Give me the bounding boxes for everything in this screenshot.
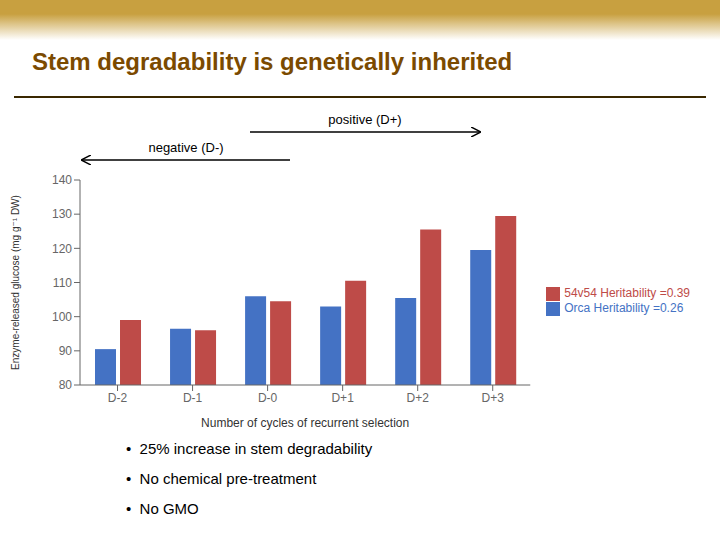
svg-text:80: 80 [59, 378, 73, 392]
svg-text:D-2: D-2 [108, 391, 128, 405]
svg-text:Enzyme-released glucose (mg g⁻: Enzyme-released glucose (mg g⁻¹ DW) [10, 195, 21, 370]
html-text:Orca Heritability =0.26: Orca Heritability =0.26 [564, 301, 684, 315]
svg-text:D+1: D+1 [331, 391, 354, 405]
html-text:• No GMO: • No GMO [126, 500, 199, 517]
svg-text:140: 140 [52, 173, 72, 187]
svg-text:D+2: D+2 [407, 391, 430, 405]
svg-text:D+3: D+3 [482, 391, 505, 405]
svg-text:130: 130 [52, 207, 72, 221]
svg-text:90: 90 [59, 344, 73, 358]
html-text:• No chemical pre-treatment: • No chemical pre-treatment [126, 470, 317, 487]
html-text:54v54 Heritability =0.39: 54v54 Heritability =0.39 [564, 286, 690, 301]
html-text:Stem degradability is genetica: Stem degradability is genetically inheri… [32, 48, 513, 75]
svg-text:positive (D+): positive (D+) [328, 112, 401, 127]
svg-text:120: 120 [52, 242, 72, 256]
svg-text:negative (D-): negative (D-) [148, 140, 223, 155]
svg-text:100: 100 [52, 310, 72, 324]
svg-text:D-0: D-0 [258, 391, 278, 405]
svg-text:D-1: D-1 [183, 391, 203, 405]
svg-text:110: 110 [53, 276, 72, 290]
html-text:• 25% increase in stem degrada: • 25% increase in stem degradability [126, 440, 373, 457]
svg-text:Number of cycles of recurrent: Number of cycles of recurrent selection [201, 416, 409, 430]
